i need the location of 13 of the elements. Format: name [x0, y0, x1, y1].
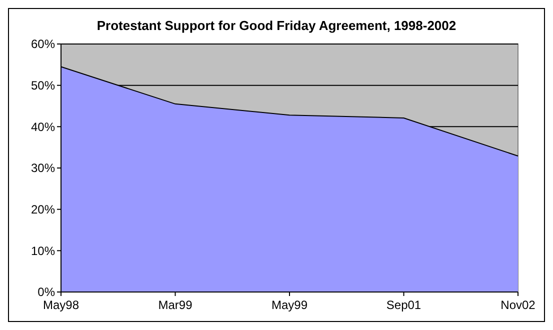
y-tick-label: 20%	[30, 202, 56, 217]
x-tick-label: May99	[271, 298, 308, 312]
x-tick-label: Nov02	[500, 298, 536, 312]
y-tick-label: 30%	[30, 161, 56, 176]
x-tick-label: Mar99	[158, 298, 193, 312]
x-tick-label: May98	[42, 298, 80, 312]
y-tick-label: 0%	[38, 285, 56, 300]
x-tick-label: Sep01	[386, 298, 422, 312]
y-tick-label: 60%	[30, 37, 56, 52]
y-tick-label: 40%	[30, 120, 56, 134]
y-tick-label: 50%	[30, 78, 56, 93]
y-tick-label: 10%	[30, 244, 56, 258]
chart-title: Protestant Support for Good Friday Agreement, 1998-2002	[96, 18, 456, 33]
